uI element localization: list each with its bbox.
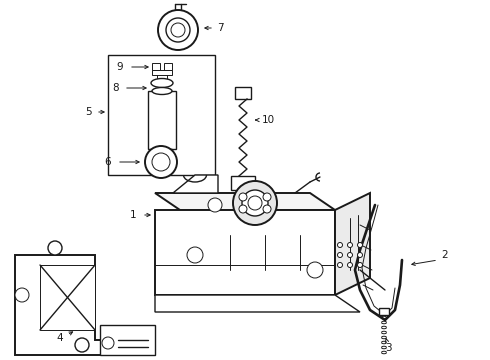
Circle shape xyxy=(338,262,343,267)
Text: 9: 9 xyxy=(117,62,123,72)
Circle shape xyxy=(239,193,247,201)
Polygon shape xyxy=(335,193,370,295)
Circle shape xyxy=(187,247,203,263)
Circle shape xyxy=(358,243,363,248)
Circle shape xyxy=(338,252,343,257)
Text: 3: 3 xyxy=(385,343,392,353)
Polygon shape xyxy=(40,265,95,330)
Circle shape xyxy=(15,288,29,302)
Bar xyxy=(152,63,160,70)
Bar xyxy=(379,308,389,315)
Bar xyxy=(148,91,176,149)
Bar xyxy=(231,176,255,190)
Circle shape xyxy=(242,190,268,216)
Bar xyxy=(152,70,172,75)
Bar xyxy=(152,149,172,167)
Polygon shape xyxy=(15,255,155,355)
Ellipse shape xyxy=(152,87,172,94)
Polygon shape xyxy=(173,175,218,193)
Circle shape xyxy=(171,23,185,37)
Circle shape xyxy=(166,18,190,42)
Text: 7: 7 xyxy=(217,23,223,33)
Text: 8: 8 xyxy=(113,83,119,93)
Bar xyxy=(108,55,215,175)
Circle shape xyxy=(263,193,271,201)
Polygon shape xyxy=(100,325,155,355)
Text: 4: 4 xyxy=(57,333,63,343)
Polygon shape xyxy=(155,295,360,312)
Text: 1: 1 xyxy=(130,210,136,220)
Circle shape xyxy=(338,243,343,248)
Circle shape xyxy=(208,198,222,212)
Circle shape xyxy=(233,181,277,225)
Polygon shape xyxy=(155,210,335,295)
Circle shape xyxy=(75,338,89,352)
Circle shape xyxy=(347,252,352,257)
Text: 2: 2 xyxy=(441,250,448,260)
Text: 10: 10 xyxy=(262,115,274,125)
Circle shape xyxy=(102,337,114,349)
Polygon shape xyxy=(155,193,335,210)
Circle shape xyxy=(263,205,271,213)
Text: 6: 6 xyxy=(105,157,111,167)
Circle shape xyxy=(358,262,363,267)
Bar xyxy=(164,63,172,70)
Text: 5: 5 xyxy=(85,107,91,117)
Ellipse shape xyxy=(151,78,173,87)
Circle shape xyxy=(307,262,323,278)
Circle shape xyxy=(248,196,262,210)
Circle shape xyxy=(145,146,177,178)
Circle shape xyxy=(347,243,352,248)
Circle shape xyxy=(239,205,247,213)
Circle shape xyxy=(158,10,198,50)
Circle shape xyxy=(48,241,62,255)
Bar xyxy=(235,87,251,99)
Circle shape xyxy=(358,252,363,257)
Bar xyxy=(237,190,249,198)
Circle shape xyxy=(347,262,352,267)
Circle shape xyxy=(152,153,170,171)
